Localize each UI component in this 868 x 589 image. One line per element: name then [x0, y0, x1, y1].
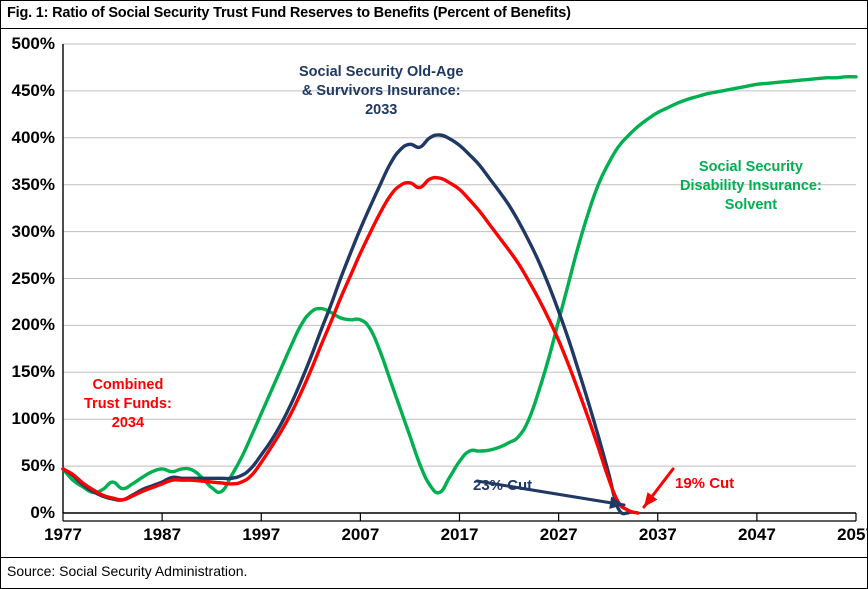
x-axis-tick-label: 2047 [737, 525, 776, 544]
annotation-cut-oasi: 23% Cut [473, 477, 533, 494]
y-axis-tick-label: 500% [11, 34, 55, 53]
x-axis-tick-label: 2007 [341, 525, 380, 544]
annotation-combined: Combined Trust Funds: 2034 [84, 376, 172, 433]
annotation-di-line1: Social Security [698, 159, 803, 175]
annotation-oasi-line1: Social Security Old-Age [299, 64, 464, 80]
y-axis-tick-label: 50% [20, 456, 55, 476]
y-axis-tick-label: 100% [11, 409, 55, 429]
x-axis-tick-label: 2017 [440, 525, 479, 544]
x-axis-tick-label: 2037 [638, 525, 677, 544]
annotation-di-line2: Disability Insurance: [680, 178, 822, 195]
source-divider [1, 557, 867, 558]
y-axis-tick-label: 150% [11, 362, 55, 382]
annotation-oasi-line3: 2033 [365, 102, 398, 119]
series-line [61, 75, 858, 495]
figure-title: Fig. 1: Ratio of Social Security Trust F… [7, 5, 571, 21]
x-axis-tick-label: 2027 [539, 525, 578, 544]
series-line [61, 175, 640, 515]
title-divider [1, 28, 867, 29]
annotation-oasi-line2: & Survivors Insurance: [301, 83, 461, 100]
y-axis-tick-label: 350% [11, 174, 55, 194]
x-axis-tick-label: 1987 [143, 525, 182, 544]
y-axis-tick-label: 0% [30, 503, 55, 522]
chart-plot-area: 0% 50% 100% 150% 200% 250% 300% 350% 400% 450% 500… [1, 29, 868, 557]
arrow-cut-oasi [475, 479, 626, 509]
y-axis-tick-label: 300% [11, 221, 55, 241]
y-axis-tick-label: 250% [11, 268, 55, 288]
annotation-di-line3: Solvent [724, 197, 778, 214]
arrow-cut-combined [642, 467, 675, 509]
line-chart-svg [61, 43, 858, 522]
y-axis-tick-label: 400% [11, 127, 55, 147]
y-axis-tick-label: 200% [11, 315, 55, 335]
y-axis-tick-label: 450% [11, 80, 55, 100]
annotation-cut-combined: 19% Cut [675, 475, 735, 492]
figure-source: Source: Social Security Administration. [7, 563, 248, 579]
x-axis-tick-label: 2057 [837, 525, 868, 544]
annotation-combined-line1: Combined [92, 377, 164, 393]
annotation-oasi: Social Security Old-Age & Survivors Insu… [299, 63, 463, 120]
annotation-di: Social Security Disability Insurance: So… [680, 158, 822, 215]
annotation-combined-line3: 2034 [111, 415, 145, 432]
x-axis-tick-label: 1997 [242, 525, 281, 544]
x-axis-tick-label: 1977 [44, 525, 82, 544]
annotation-combined-line2: Trust Funds: [84, 396, 172, 413]
